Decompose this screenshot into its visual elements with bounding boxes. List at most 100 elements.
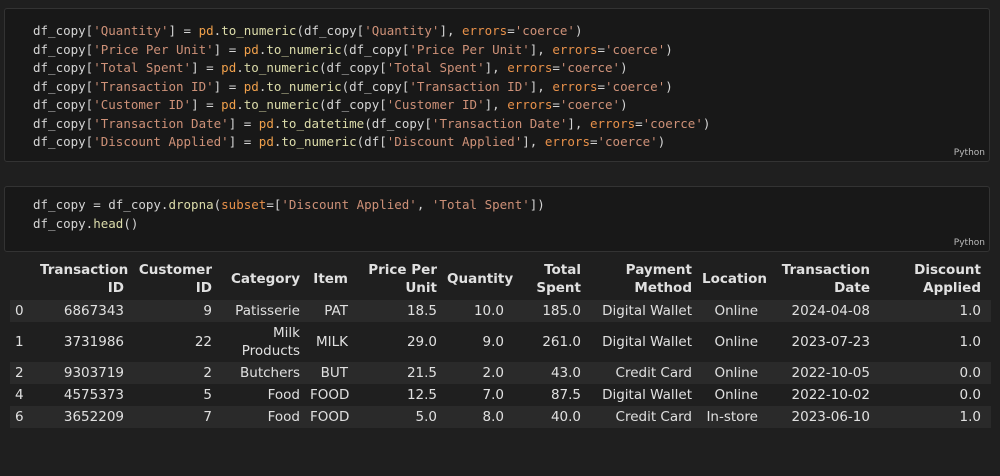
code-token: to_numeric [281, 134, 357, 149]
column-header: Transaction ID [40, 262, 129, 296]
code-token: ] = [168, 23, 199, 38]
code-token: df_copy[ [33, 115, 94, 131]
code-token: ) [574, 23, 583, 38]
code-token: . [273, 115, 282, 131]
table-cell: MILK [315, 334, 348, 350]
code-token: 'coerce' [514, 23, 575, 38]
code-token: 'coerce' [642, 115, 703, 131]
table-cell: 2 [134, 362, 222, 384]
code-token: (df_copy[ [296, 23, 365, 38]
table-row: 4 4575373 5 Food FOOD 12.5 7.0 87.5 Digital Wall… [10, 384, 991, 406]
table-cell: Food [267, 387, 300, 403]
table-cell: 21.5 [358, 362, 447, 384]
table-cell: FOOD [310, 406, 358, 428]
table-cell: Digital Wallet [602, 334, 692, 350]
code-token: ) [665, 78, 673, 94]
code-token: to_numeric [243, 60, 320, 75]
column-header: Category [230, 271, 300, 287]
table-row: 2 9303719 2 Butchers BUT 21.5 2.0 43.0 Credit Ca… [10, 362, 991, 384]
column-header: Location [702, 271, 767, 287]
code-token: 'Total Spent' [93, 60, 192, 75]
code-token: , [416, 197, 432, 212]
code-token: ] = [213, 78, 244, 94]
code-token: pd [198, 23, 214, 38]
code-token: 'Transaction Date' [431, 115, 568, 131]
code-token: errors [462, 23, 508, 38]
code-token: dropna [168, 197, 214, 212]
code-line: df_copy['Transaction ID'] = pd.to_numeri… [33, 78, 989, 97]
code-token: ], [484, 97, 508, 112]
code-token: = [507, 23, 515, 38]
code-line: df_copy['Total Spent'] = pd.to_numeric(d… [33, 59, 989, 78]
code-cell[interactable]: df_copy = df_copy.dropna(subset=['Discou… [4, 186, 990, 252]
code-token: = [589, 134, 598, 149]
table-cell: 87.5 [550, 387, 581, 403]
code-token: ], [522, 134, 545, 149]
code-token: 'coerce' [559, 60, 621, 75]
code-token: . [258, 41, 267, 57]
column-header: Total Spent [536, 262, 581, 296]
code-cell[interactable]: df_copy['Quantity'] = pd.to_numeric(df_c… [4, 8, 990, 162]
table-cell: 29.0 [406, 334, 437, 350]
code-token: errors [552, 78, 598, 94]
table-cell: 0.0 [880, 362, 991, 384]
code-token: . [236, 97, 244, 112]
table-cell: 3731986 [63, 334, 124, 350]
code-token: 'Price Per Unit' [93, 41, 214, 57]
code-token: . [213, 23, 222, 38]
code-token: ) [620, 60, 628, 75]
code-token: to_numeric [243, 97, 320, 112]
code-token: = [597, 78, 606, 94]
code-token: errors [507, 60, 553, 75]
code-token: = [597, 41, 606, 57]
code-token: 'coerce' [597, 134, 658, 149]
table-cell: 2023-06-10 [768, 406, 880, 428]
code-token: ], [529, 41, 553, 57]
code-token: 'Customer ID' [386, 97, 485, 112]
code-token: ) [620, 97, 628, 112]
column-header: Customer ID [138, 262, 212, 296]
table-cell: Food [222, 406, 310, 428]
code-token: df_copy[ [33, 134, 94, 149]
code-token: . [273, 134, 282, 149]
table-cell: Online [702, 300, 768, 322]
table-row: 0 6867343 9 Patisserie PAT 18.5 10.0 185.0 Digit… [10, 300, 991, 322]
code-line: df_copy = df_copy.dropna(subset=['Discou… [33, 196, 989, 215]
code-token: errors [507, 97, 553, 112]
table-cell: 2022-10-02 [791, 387, 870, 403]
table-cell: 22 [194, 334, 212, 350]
code-token: = [552, 97, 560, 112]
row-index: 4 [15, 387, 24, 403]
code-token: df_copy. [33, 215, 94, 231]
table-cell: 18.5 [358, 300, 447, 322]
code-token: ]) [529, 197, 545, 212]
code-token: df_copy[ [33, 41, 94, 57]
code-token: ) [702, 115, 711, 131]
code-token: ) [665, 41, 673, 57]
code-token: ] = [191, 97, 222, 112]
code-line: df_copy['Customer ID'] = pd.to_numeric(d… [33, 96, 989, 115]
code-token: . [258, 78, 267, 94]
code: df_copy['Quantity'] = pd.to_numeric(df_c… [5, 22, 989, 152]
column-header: Payment Method [625, 262, 692, 296]
code-token: 'Quantity' [93, 23, 169, 38]
table-cell: 1.0 [880, 406, 991, 428]
code-token: 'Total Spent' [386, 60, 485, 75]
column-header: Item [313, 271, 348, 287]
table-cell: 185.0 [514, 300, 591, 322]
code-token: to_datetime [281, 115, 365, 131]
code-token: pd [243, 78, 259, 94]
code-token: = [552, 60, 560, 75]
table-row: 6 3652209 7 Food FOOD 5.0 8.0 40.0 Credit Card In… [10, 406, 991, 428]
code-token: (df_copy[ [341, 78, 410, 94]
table-cell: 5.0 [358, 406, 447, 428]
code-token: to_numeric [221, 23, 297, 38]
code-token: 'Discount Applied' [281, 197, 417, 212]
code-line: df_copy['Transaction Date'] = pd.to_date… [33, 115, 989, 134]
code-token: pd [258, 134, 274, 149]
table-cell: Online [714, 387, 758, 403]
table-cell: 0.0 [959, 387, 981, 403]
column-header: Discount Applied [914, 262, 981, 296]
code-token: pd [243, 41, 259, 57]
